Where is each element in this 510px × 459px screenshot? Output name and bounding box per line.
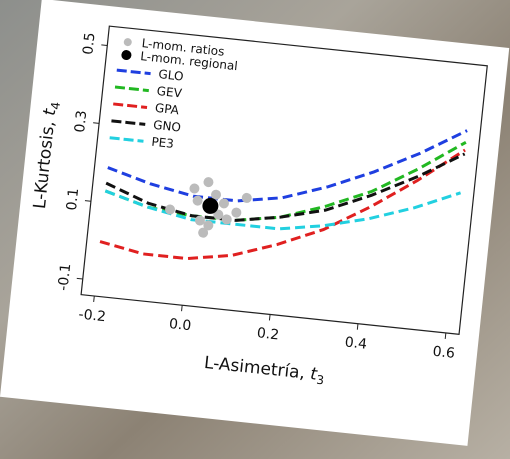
- regional-point: [202, 197, 219, 214]
- x-tick: [268, 314, 271, 321]
- data-point: [218, 198, 229, 209]
- x-tick: [356, 323, 359, 330]
- data-point: [221, 214, 232, 225]
- data-point: [231, 207, 242, 218]
- data-point: [189, 183, 200, 194]
- y-tick-label: -0.1: [55, 263, 74, 292]
- x-tick: [181, 305, 183, 312]
- series-line: [104, 189, 462, 231]
- legend-symbol: [123, 38, 132, 47]
- y-tick-label: 0.1: [64, 187, 82, 211]
- y-tick: [76, 277, 83, 280]
- x-tick-label: 0.0: [168, 316, 192, 334]
- data-point: [165, 204, 176, 215]
- legend-label: PE3: [151, 135, 175, 151]
- x-tick-label: 0.6: [432, 344, 456, 362]
- series-line: [107, 129, 468, 203]
- series-line: [105, 152, 466, 222]
- x-tick: [444, 332, 447, 339]
- x-tick: [93, 295, 95, 303]
- data-point: [198, 227, 209, 238]
- y-tick: [93, 122, 100, 124]
- data-point: [194, 215, 205, 226]
- data-point: [203, 220, 214, 231]
- legend-line: [116, 68, 151, 76]
- data-point: [211, 189, 222, 200]
- legend-line: [114, 85, 149, 93]
- y-tick: [84, 200, 91, 202]
- data-point: [203, 177, 214, 188]
- y-tick-label: 0.3: [72, 110, 90, 134]
- panel: [0, 0, 509, 446]
- legend-line: [113, 102, 148, 109]
- legend-symbol: [121, 50, 132, 61]
- data-point: [241, 192, 252, 203]
- x-tick-label: 0.4: [344, 334, 368, 352]
- y-tick-label: 0.5: [80, 32, 98, 56]
- legend-label: GNO: [153, 118, 182, 135]
- x-tick-label: 0.2: [256, 325, 280, 343]
- series-line: [99, 148, 466, 261]
- legend-line: [111, 119, 146, 126]
- legend-label: GPA: [154, 101, 180, 118]
- legend-label: GLO: [158, 67, 184, 84]
- legend-line: [109, 136, 144, 143]
- plot-group: L-Kurtosis, t4 L-Asimetría, t3 -0.10.10.…: [0, 0, 509, 446]
- x-tick-label: -0.2: [78, 307, 107, 326]
- data-point: [192, 195, 203, 206]
- y-tick: [101, 44, 108, 47]
- legend-label: GEV: [156, 84, 183, 101]
- data-point: [213, 209, 224, 220]
